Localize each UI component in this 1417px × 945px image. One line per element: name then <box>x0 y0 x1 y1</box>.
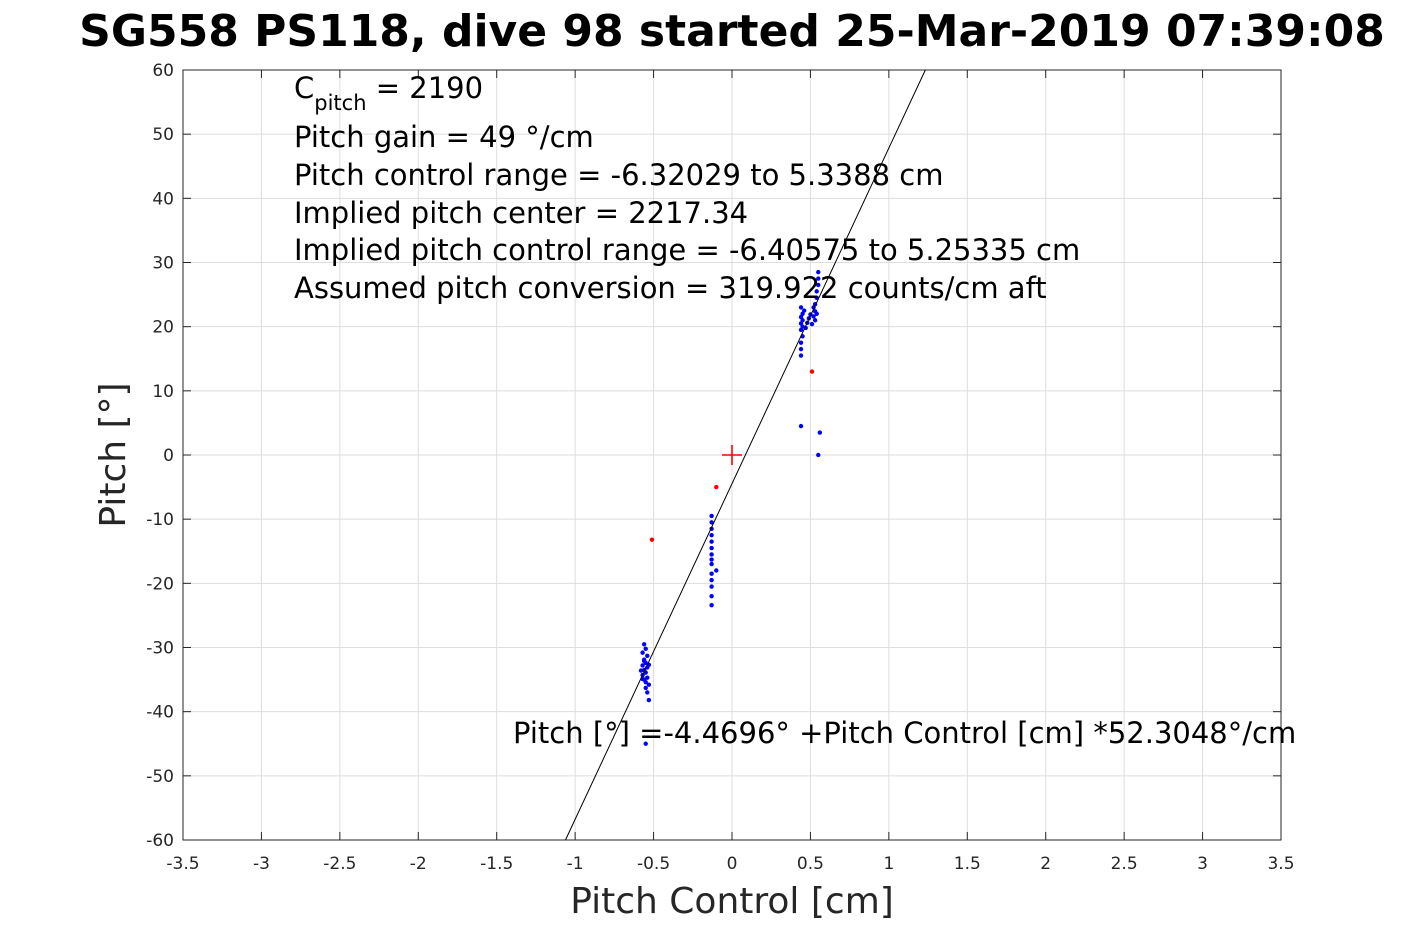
x-tick-label: 3 <box>1197 854 1208 874</box>
data-point <box>649 537 655 542</box>
data-point <box>709 577 714 583</box>
center-marker-group <box>722 445 742 465</box>
x-tick-label: 1 <box>883 854 894 874</box>
y-tick-label: -50 <box>146 767 174 787</box>
y-tick-label: -60 <box>146 831 174 851</box>
annotation-pitch-control-range: Pitch control range = -6.32029 to 5.3388… <box>294 158 943 192</box>
data-point <box>817 430 823 435</box>
data-point <box>811 314 816 319</box>
x-tick-label: -0.5 <box>637 854 670 874</box>
data-point <box>645 690 650 695</box>
data-point <box>816 276 821 281</box>
y-tick-label: 20 <box>152 318 174 338</box>
data-point <box>709 520 714 525</box>
y-tick-label: 40 <box>152 189 174 209</box>
data-point <box>709 557 714 562</box>
data-point <box>709 561 714 567</box>
y-axis-label: Pitch [°] <box>93 382 134 527</box>
data-point <box>709 602 714 608</box>
y-tick-label: 0 <box>163 446 174 466</box>
annotation-c-pitch: Cpitch = 2190 <box>294 71 483 115</box>
data-point <box>798 346 804 352</box>
annotation-pitch-gain: Pitch gain = 49 °/cm <box>294 120 594 154</box>
data-point <box>798 353 804 358</box>
c-pitch-value: = 2190 <box>367 71 484 105</box>
x-tick-label: -1 <box>567 854 584 874</box>
data-point <box>816 452 821 458</box>
data-point <box>643 646 648 651</box>
y-tick-label: -40 <box>146 703 174 723</box>
y-axis-ticks: -60 -50 -40 -30 -20 -10 0 10 20 30 40 50 60 <box>146 61 1281 851</box>
y-tick-label: -10 <box>146 510 174 530</box>
x-tick-label: -1.5 <box>480 854 513 874</box>
y-tick-label: -20 <box>146 574 174 594</box>
data-point <box>798 305 804 310</box>
x-tick-label: -2.5 <box>323 854 356 874</box>
data-point <box>641 658 647 664</box>
x-tick-label: 0.5 <box>797 854 824 874</box>
data-point <box>646 697 652 703</box>
x-tick-label: -3 <box>253 854 270 874</box>
data-point <box>709 552 714 557</box>
center-plus-marker <box>722 445 742 465</box>
fit-line-group <box>565 69 926 841</box>
data-point <box>801 308 807 313</box>
x-tick-label: 2.5 <box>1111 854 1138 874</box>
x-axis-label: Pitch Control [cm] <box>570 881 894 922</box>
x-tick-label: 2 <box>1040 854 1051 874</box>
c-pitch-symbol: C <box>294 71 314 105</box>
data-point <box>646 682 652 687</box>
data-point <box>709 545 714 551</box>
data-point <box>643 741 648 746</box>
data-point <box>809 369 815 374</box>
data-point <box>643 679 648 685</box>
c-pitch-subscript: pitch <box>314 91 366 115</box>
data-point <box>809 321 815 327</box>
y-tick-label: 50 <box>152 125 174 145</box>
x-tick-label: -2 <box>410 854 427 874</box>
data-point <box>709 533 714 538</box>
annotation-pitch-conversion: Assumed pitch conversion = 319.922 count… <box>294 271 1047 305</box>
data-point <box>812 318 818 323</box>
data-point <box>816 269 821 275</box>
x-tick-label: 1.5 <box>954 854 981 874</box>
data-point <box>814 289 819 294</box>
chart-title: SG558 PS118, dive 98 started 25-Mar-2019… <box>79 6 1385 57</box>
data-point <box>709 571 714 576</box>
data-point <box>645 653 650 659</box>
data-point <box>709 513 714 519</box>
y-tick-label: 30 <box>152 254 174 274</box>
x-tick-label: -3.5 <box>166 854 199 874</box>
data-point <box>814 295 819 300</box>
data-point <box>641 642 647 647</box>
x-tick-label: 3.5 <box>1267 854 1294 874</box>
data-point <box>798 340 804 345</box>
y-tick-label: 10 <box>152 382 174 402</box>
data-point <box>640 663 645 668</box>
data-point <box>638 668 644 673</box>
data-point <box>709 593 714 599</box>
data-point <box>640 650 645 655</box>
x-tick-label: 0 <box>727 854 738 874</box>
annotation-fit-equation: Pitch [°] =-4.4696° +Pitch Control [cm] … <box>513 716 1296 750</box>
data-point <box>709 539 714 544</box>
annotation-implied-control-range: Implied pitch control range = -6.40575 t… <box>294 233 1080 267</box>
data-point <box>643 685 648 691</box>
fit-line <box>565 69 926 841</box>
data-point <box>709 584 714 589</box>
data-point <box>714 484 719 490</box>
x-axis-ticks: -3.5 -3 -2.5 -2 -1.5 -1 -0.5 0 0.5 1 1.5 2 2.5 3 3.5 <box>166 70 1295 874</box>
y-tick-label: 60 <box>152 61 174 81</box>
data-point <box>814 311 819 317</box>
annotation-implied-pitch-center: Implied pitch center = 2217.34 <box>294 196 748 230</box>
y-tick-label: -30 <box>146 639 174 659</box>
grid <box>182 69 1282 841</box>
data-point <box>714 568 719 573</box>
data-point <box>816 282 821 288</box>
data-point <box>798 423 804 429</box>
